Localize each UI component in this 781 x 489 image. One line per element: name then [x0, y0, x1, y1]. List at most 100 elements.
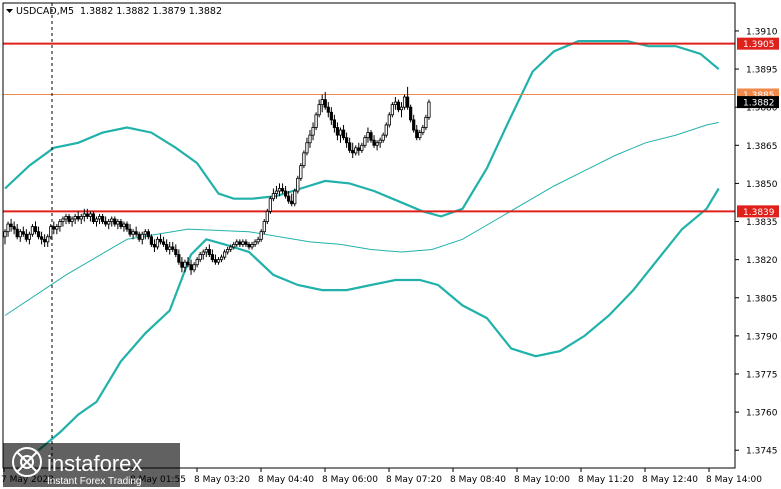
candle-body	[366, 132, 370, 139]
candle-body	[311, 127, 315, 136]
candle-body	[110, 218, 114, 222]
candle-body	[91, 213, 96, 222]
ohlc-values: 1.3882 1.3882 1.3879 1.3882	[80, 6, 222, 17]
x-tick-label: 8 May 14:00	[706, 475, 762, 485]
candle-body	[402, 96, 407, 108]
candle-body	[396, 101, 401, 111]
candle-body	[302, 152, 306, 167]
candle	[320, 94, 324, 113]
y-tick-label: 1.3760	[746, 409, 778, 419]
candle-body	[201, 251, 205, 255]
candle	[101, 213, 105, 225]
candle-body	[226, 249, 230, 253]
candle	[375, 140, 379, 151]
candle-body	[293, 190, 297, 205]
candle-body	[79, 216, 83, 220]
candle-body	[244, 241, 248, 245]
candle-body	[43, 238, 47, 243]
x-tick-label: 8 May 04:40	[258, 475, 314, 485]
candle	[332, 114, 337, 133]
candle-body	[128, 228, 132, 235]
current-price-tag-label: 1.3882	[743, 99, 775, 109]
candle	[363, 135, 367, 148]
candle-body	[210, 254, 214, 261]
candle	[305, 137, 309, 156]
candle-body	[204, 249, 208, 253]
candle	[64, 213, 68, 225]
level-tag-1.3905-label: 1.3905	[743, 40, 775, 50]
candle	[3, 229, 7, 245]
y-tick-label: 1.3745	[746, 447, 778, 457]
candle	[335, 122, 340, 141]
candle	[290, 193, 294, 207]
candle	[21, 226, 25, 237]
candle	[399, 102, 404, 118]
level-tag-1.3839-label: 1.3839	[743, 208, 775, 218]
candle-body	[88, 213, 92, 217]
candle	[308, 130, 312, 148]
candle	[265, 208, 269, 225]
candle-body	[40, 236, 44, 240]
candle	[210, 249, 214, 263]
candle-body	[171, 246, 175, 250]
candle	[27, 231, 32, 245]
candle-body	[375, 142, 379, 146]
candle	[155, 236, 160, 250]
candle-body	[116, 221, 120, 225]
candle	[158, 234, 163, 245]
candle	[76, 211, 80, 222]
candle-body	[274, 190, 279, 194]
candle	[73, 213, 77, 225]
candle-body	[277, 188, 282, 192]
candle	[341, 124, 346, 141]
candle-body	[351, 149, 355, 154]
candle	[238, 239, 242, 247]
candle-body	[152, 243, 157, 248]
candle	[369, 130, 373, 143]
candle-body	[76, 216, 80, 220]
dropdown-arrow-icon[interactable]	[6, 9, 13, 13]
candle	[344, 132, 349, 148]
candle-body	[363, 137, 367, 146]
candle	[216, 257, 221, 265]
candle	[43, 234, 47, 247]
candle	[277, 183, 282, 197]
candle	[280, 183, 285, 194]
candle	[137, 231, 141, 242]
candle-body	[168, 246, 172, 250]
candle	[36, 226, 41, 240]
candle	[323, 91, 327, 110]
candle-body	[247, 243, 251, 248]
candle-body	[155, 238, 160, 248]
candle	[6, 221, 10, 237]
candle	[424, 114, 428, 131]
candle	[357, 142, 361, 156]
plot-border	[2, 2, 736, 469]
instaforex-logo-icon	[12, 447, 42, 477]
candle-body	[165, 243, 169, 250]
candle-body	[421, 127, 425, 133]
candle-body	[3, 231, 7, 238]
candle-body	[134, 231, 138, 235]
candle	[213, 254, 218, 265]
candle-body	[338, 129, 343, 136]
candle-body	[341, 129, 346, 139]
candle-body	[372, 139, 376, 146]
candle	[70, 216, 74, 227]
candle	[311, 122, 315, 141]
candle	[146, 229, 150, 240]
candle-body	[305, 142, 309, 154]
candle	[116, 218, 120, 230]
candle	[396, 99, 401, 113]
candle	[402, 94, 407, 110]
candle	[46, 234, 50, 247]
candle	[168, 241, 172, 255]
candle	[293, 188, 297, 207]
candle	[119, 218, 123, 230]
y-tick-label: 1.3895	[746, 66, 778, 76]
candle	[296, 175, 300, 194]
candle-body	[238, 241, 242, 245]
candle	[427, 99, 431, 120]
